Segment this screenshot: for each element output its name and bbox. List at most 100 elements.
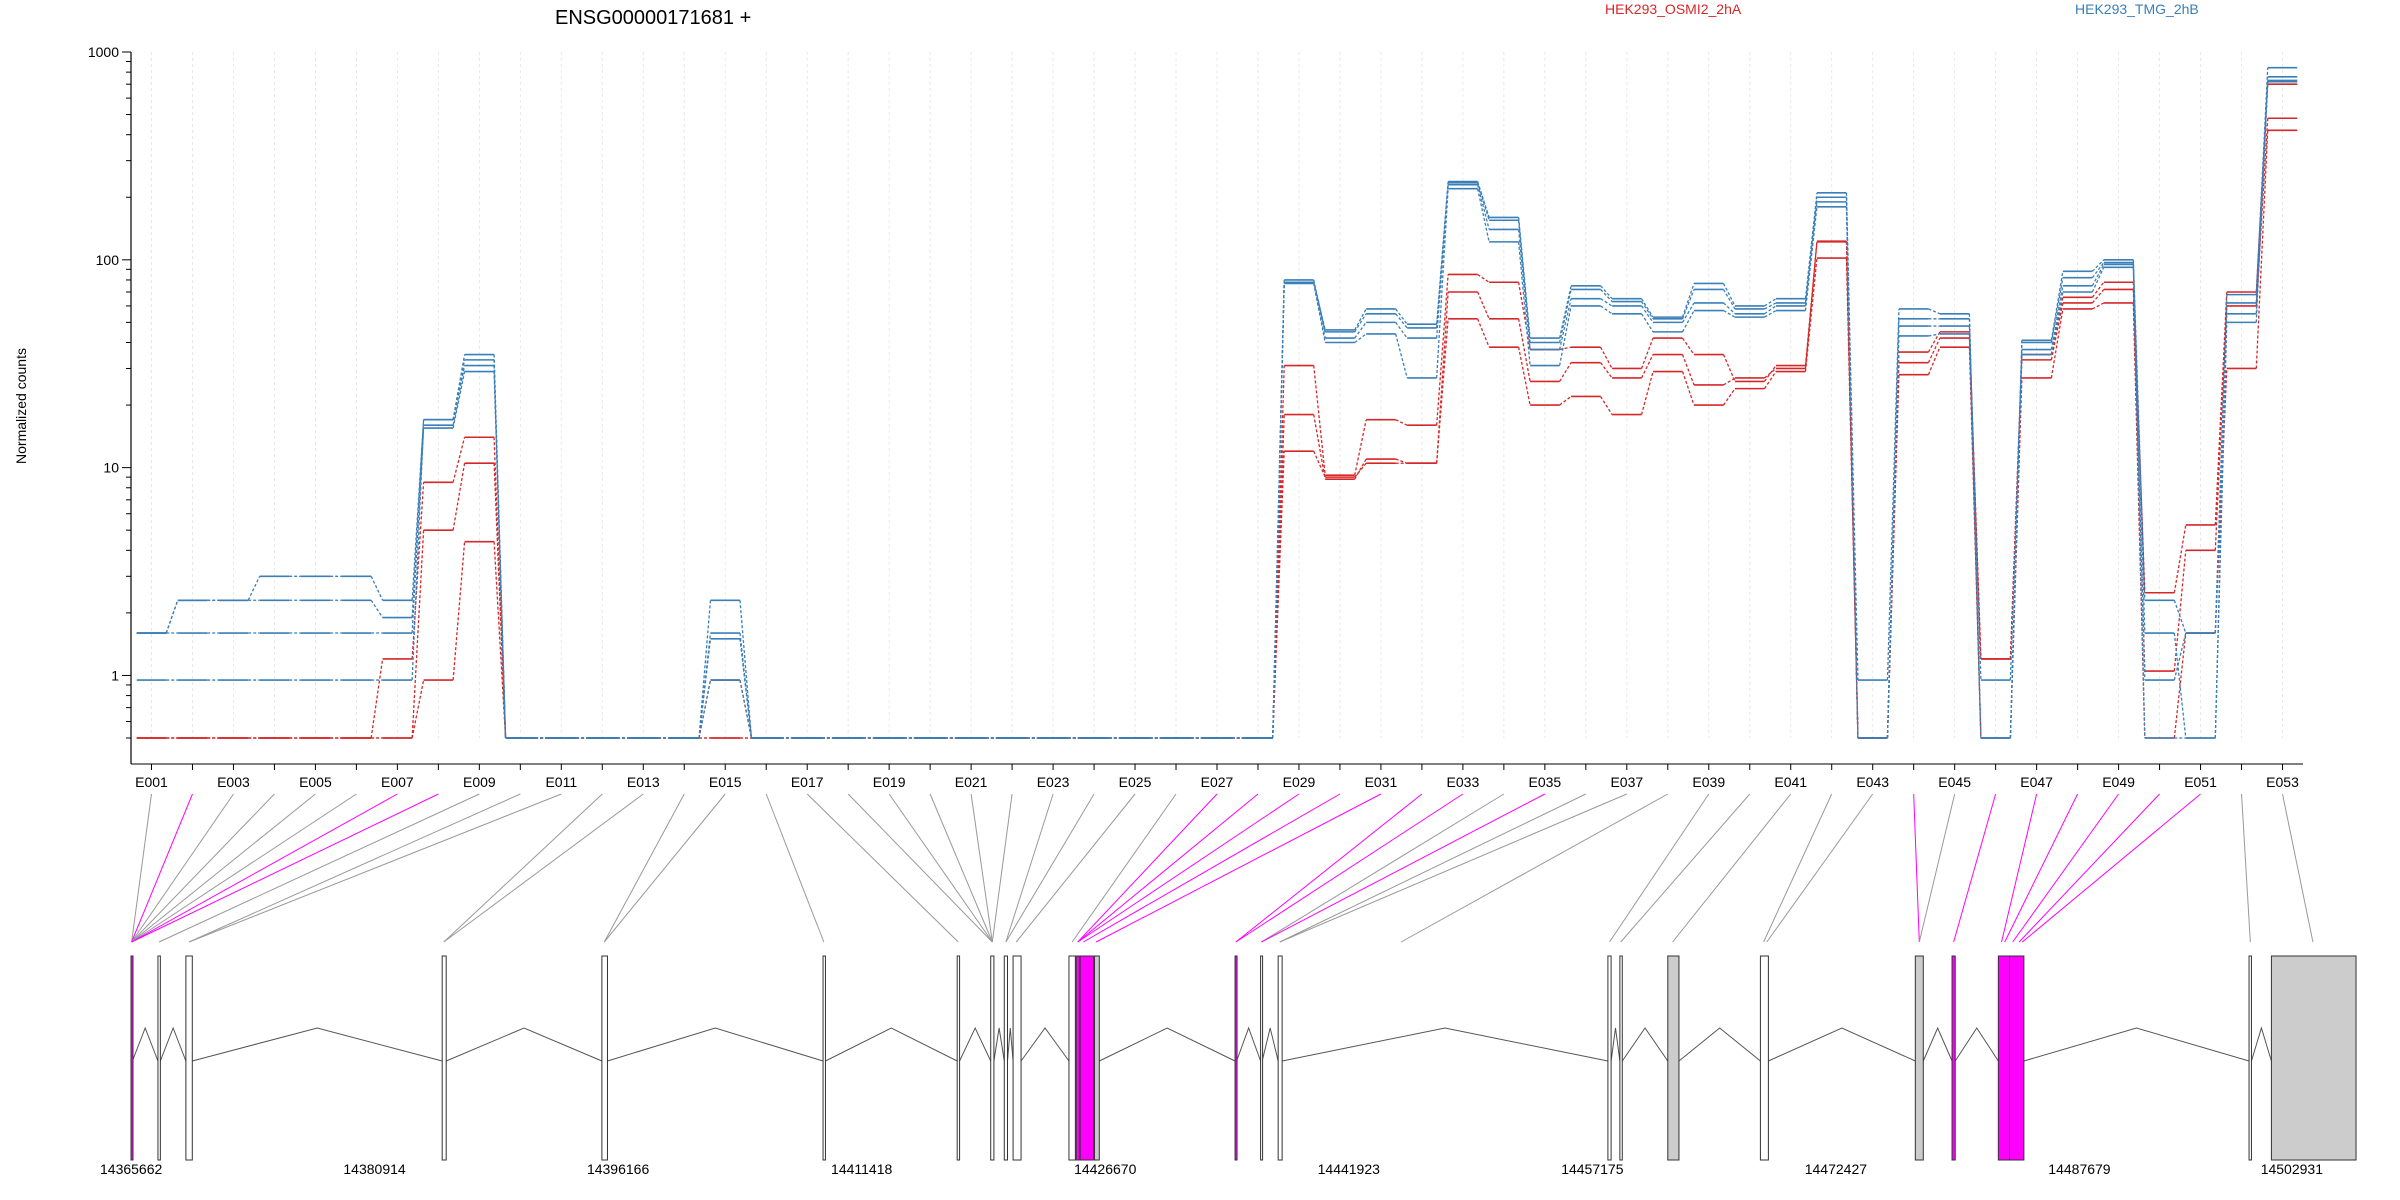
series-connector xyxy=(2132,264,2146,681)
exon-link xyxy=(888,793,993,943)
series-connector xyxy=(1600,305,1613,315)
exon-link xyxy=(2012,793,2119,943)
series-connector xyxy=(1764,298,1777,307)
exon-box xyxy=(822,955,826,1161)
series-connector xyxy=(370,576,384,601)
series-connector xyxy=(1763,365,1777,382)
series-connector xyxy=(1436,188,1449,379)
exon-link xyxy=(131,793,234,943)
exon-link xyxy=(806,793,959,943)
series-connector xyxy=(1722,289,1736,310)
series-connector xyxy=(452,354,466,420)
series-connector xyxy=(2091,267,2105,293)
series-connector xyxy=(1928,333,1941,337)
exon-link xyxy=(929,793,993,943)
series-connector xyxy=(2173,632,2187,739)
exon-link xyxy=(1918,793,1956,943)
series-connector xyxy=(1313,282,1326,331)
series-connector xyxy=(1722,388,1736,406)
series-connector xyxy=(1477,318,1490,348)
series-connector xyxy=(1313,414,1326,480)
series-connector xyxy=(411,679,425,739)
series-connector xyxy=(1272,451,1285,739)
exon-box xyxy=(1260,955,1264,1161)
series-connector xyxy=(1723,302,1736,315)
intron xyxy=(1954,1027,1999,1062)
series-connector xyxy=(2173,600,2187,634)
series-connector xyxy=(1927,337,1941,363)
x-tick-label: E045 xyxy=(1938,774,1971,790)
series-connector xyxy=(1886,308,1900,681)
series-connector xyxy=(2091,262,2105,279)
x-tick-label: E031 xyxy=(1365,774,1398,790)
series-connector xyxy=(1764,302,1777,310)
series-connector xyxy=(1723,309,1736,318)
exon-box xyxy=(1759,955,1769,1161)
series-connector xyxy=(2255,76,2269,303)
series-connector xyxy=(2050,291,2064,355)
series-connector xyxy=(2132,302,2146,739)
series-connector xyxy=(411,419,425,601)
series-connector xyxy=(1558,289,1572,343)
series-lines xyxy=(136,66,2298,739)
series-connector xyxy=(2050,285,2064,350)
series-connector xyxy=(1804,192,1818,299)
series-connector xyxy=(1968,326,1982,681)
exon-link xyxy=(131,793,357,943)
x-tick-label: E017 xyxy=(791,774,824,790)
exon-link xyxy=(2241,793,2251,943)
genome-tick-label: 14365662 xyxy=(100,1161,163,1177)
exon-box xyxy=(956,955,961,1161)
exon-box xyxy=(601,955,608,1161)
series-connector xyxy=(698,600,712,739)
series-connector xyxy=(1517,318,1531,382)
exon-link xyxy=(1400,793,1669,943)
exon-link xyxy=(1077,793,1259,943)
exon-link xyxy=(443,793,644,943)
series-connector xyxy=(1395,313,1408,329)
series-connector xyxy=(1517,347,1531,406)
series-connector xyxy=(1804,201,1818,306)
series-connector xyxy=(2050,271,2064,341)
intron xyxy=(825,1027,958,1062)
genome-tick-label: 14487679 xyxy=(2048,1161,2111,1177)
x-tick-label: E005 xyxy=(299,774,332,790)
exon-box xyxy=(2270,955,2357,1161)
series-connector xyxy=(1477,188,1490,243)
x-tick-label: E023 xyxy=(1037,774,1070,790)
series-connector xyxy=(1354,308,1367,331)
x-tick-label: E011 xyxy=(545,774,577,790)
exon-link xyxy=(1071,793,1177,943)
x-tick-label: E007 xyxy=(381,774,414,790)
series-connector xyxy=(2173,632,2187,681)
x-tick-label: E047 xyxy=(2020,774,2053,790)
series-connector xyxy=(1436,318,1449,464)
series-connector xyxy=(1558,298,1572,350)
x-tick-label: E037 xyxy=(1610,774,1643,790)
legend-entry-tmg: HEK293_TMG_2hB xyxy=(2075,1,2199,17)
exon-box xyxy=(1619,955,1623,1161)
series-connector xyxy=(1559,395,1572,406)
exon-link xyxy=(443,793,603,943)
x-tick-label: E015 xyxy=(709,774,742,790)
series-connector xyxy=(2091,259,2105,272)
series-connector xyxy=(1927,331,1941,353)
series-connector xyxy=(1681,310,1695,333)
exon-box xyxy=(1277,955,1283,1161)
series-connector xyxy=(2009,349,2023,681)
exon-link xyxy=(603,793,685,943)
series-connector xyxy=(1968,347,1982,739)
exon-link xyxy=(2282,793,2314,943)
exon-link xyxy=(2018,793,2160,943)
exon-link xyxy=(1913,793,1920,943)
exon-link xyxy=(603,793,726,943)
series-connector xyxy=(2214,305,2228,551)
intron xyxy=(993,1027,1005,1062)
exon-box xyxy=(1012,955,1022,1161)
series-connector xyxy=(493,541,507,739)
x-tick-label: E035 xyxy=(1528,774,1561,790)
series-connector xyxy=(1313,282,1326,339)
genome-tick-label: 14411418 xyxy=(831,1161,892,1177)
exon-box xyxy=(1094,955,1100,1161)
exon-link xyxy=(1077,793,1218,943)
